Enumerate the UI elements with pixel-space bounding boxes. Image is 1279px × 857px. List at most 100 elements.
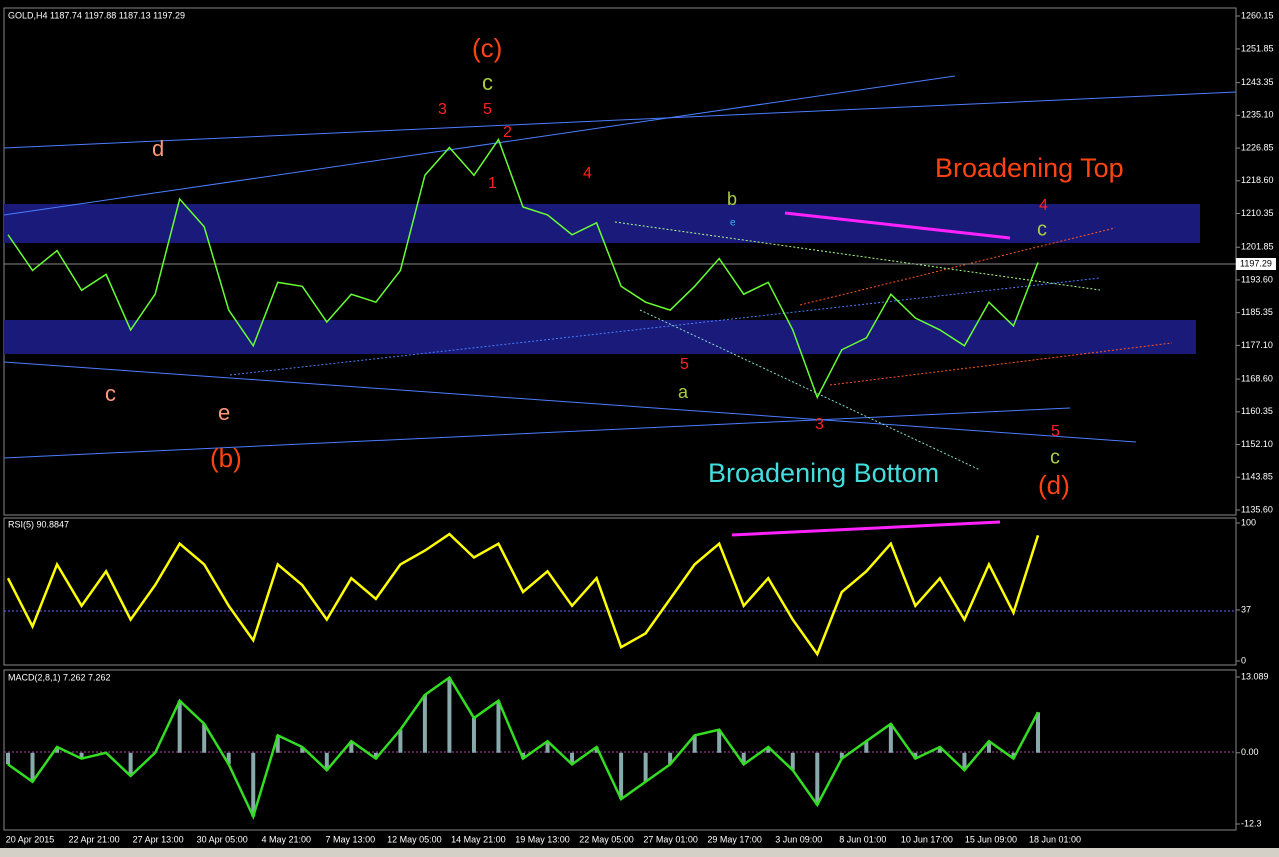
y-tick-label: 1185.35 (1241, 307, 1273, 317)
wave-label: 5 (483, 101, 492, 118)
symbol-header: GOLD,H4 1187.74 1197.88 1187.13 1197.29 (8, 10, 185, 20)
histogram-bar (251, 752, 256, 817)
histogram-bar (1011, 752, 1016, 759)
y-tick-label: 1260.15 (1241, 10, 1274, 20)
y-tick-label: -12.3 (1241, 818, 1262, 828)
histogram-bar (30, 752, 35, 782)
wave-label: b (727, 189, 737, 209)
histogram-bar (545, 741, 550, 753)
y-tick-label: 1160.35 (1241, 406, 1273, 416)
y-tick-label: 13.089 (1241, 671, 1269, 681)
wave-label: c (1050, 446, 1060, 468)
histogram-bar (668, 752, 673, 765)
histogram-bar (937, 746, 942, 753)
histogram-bar (692, 735, 697, 753)
wave-label: e (730, 218, 736, 229)
wave-label: a (678, 382, 689, 402)
last-price: 1197.29 (1240, 258, 1272, 268)
x-tick-label: 29 May 17:00 (707, 834, 762, 844)
histogram-bar (398, 729, 403, 753)
x-tick-label: 3 Jun 09:00 (775, 834, 822, 844)
histogram-bar (447, 677, 452, 753)
y-tick-label: 1143.85 (1241, 472, 1273, 482)
price-line (7, 137, 1039, 400)
histogram-bar (55, 746, 60, 753)
macd-label: MACD(2,8,1) 7.262 7.262 (8, 672, 111, 682)
x-tick-label: 19 May 13:00 (515, 834, 570, 844)
support-zone (4, 320, 1196, 354)
x-tick-label: 8 Jun 01:00 (839, 834, 886, 844)
pattern-label: Broadening Top (935, 153, 1124, 183)
rsi-pane (3, 517, 1237, 666)
histogram-bar (300, 746, 305, 753)
macd-pane (3, 669, 1237, 831)
y-tick-label: 1235.10 (1241, 110, 1274, 120)
histogram-bar (471, 718, 476, 753)
last-price-box (1236, 258, 1276, 270)
histogram-bar (864, 741, 869, 753)
histogram-bar (422, 694, 427, 753)
wave-label: 4 (583, 165, 592, 182)
wave-label: 1 (488, 175, 497, 192)
wave-label: 4 (1039, 197, 1048, 214)
wave-label: c (105, 381, 116, 406)
y-tick-label: 1152.10 (1241, 439, 1273, 449)
macd-line (7, 675, 1040, 820)
trendlines (3, 75, 1237, 753)
pattern-label: Broadening Bottom (708, 458, 939, 488)
x-tick-label: 27 Apr 13:00 (133, 834, 184, 844)
histogram-bar (1036, 712, 1040, 753)
histogram-bar (790, 752, 795, 771)
x-tick-label: 15 Jun 09:00 (965, 834, 1017, 844)
y-tick-label: 1201.85 (1241, 242, 1274, 252)
x-tick-label: 12 May 05:00 (387, 834, 442, 844)
x-tick-label: 27 May 01:00 (643, 834, 698, 844)
histogram-bar (226, 752, 231, 765)
wave-label: c (482, 70, 493, 95)
histogram-bar (177, 700, 182, 753)
x-tick-label: 22 May 05:00 (579, 834, 634, 844)
x-tick-label: 22 Apr 21:00 (69, 834, 120, 844)
y-tick-label: 1218.60 (1241, 175, 1274, 185)
wave-label: 5 (1051, 423, 1060, 440)
wave-label: (c) (472, 33, 502, 63)
wave-label: 2 (503, 124, 512, 141)
y-tick-label: 1177.10 (1241, 340, 1273, 350)
histogram-bar (619, 752, 624, 800)
wave-label: (d) (1038, 470, 1070, 500)
histogram-bar (717, 729, 722, 753)
wave-label: d (152, 136, 164, 161)
histogram-bar (815, 752, 820, 805)
histogram-bar (888, 723, 893, 753)
wave-label: 3 (438, 101, 447, 118)
histogram-bar (373, 752, 378, 759)
histogram-bar (496, 700, 501, 753)
y-tick-label: 37 (1241, 604, 1251, 614)
annotations: (c) (b) (d) Broadening Top Broadening Bo… (105, 33, 1124, 500)
y-tick-label: 1135.60 (1241, 504, 1273, 514)
y-tick-label: 1226.85 (1241, 142, 1274, 152)
tab-bar (0, 848, 1279, 857)
y-tick-label: 1210.35 (1241, 208, 1274, 218)
histogram-bar (766, 746, 771, 753)
y-tick-label: 1251.85 (1241, 43, 1274, 53)
histogram-bar (839, 752, 844, 759)
wave-label: c (1037, 218, 1047, 240)
histogram-bar (349, 741, 354, 753)
x-tick-label: 18 Jun 01:00 (1029, 834, 1081, 844)
histogram-bar (324, 752, 329, 771)
histogram-bar (741, 752, 746, 765)
wave-label: e (218, 400, 230, 425)
histogram-bar (79, 752, 84, 759)
x-tick-label: 7 May 13:00 (326, 834, 376, 844)
histogram-bar (202, 723, 207, 753)
y-tick-label: 100 (1241, 517, 1256, 527)
wave-label: 5 (680, 356, 689, 373)
wave-label: (b) (210, 443, 242, 473)
histogram-bar (570, 752, 575, 765)
rsi-line (6, 532, 1040, 657)
histogram-bar (6, 752, 10, 765)
x-tick-label: 10 Jun 17:00 (901, 834, 953, 844)
y-tick-label: 0.00 (1241, 747, 1259, 757)
x-tick-label: 4 May 21:00 (261, 834, 311, 844)
